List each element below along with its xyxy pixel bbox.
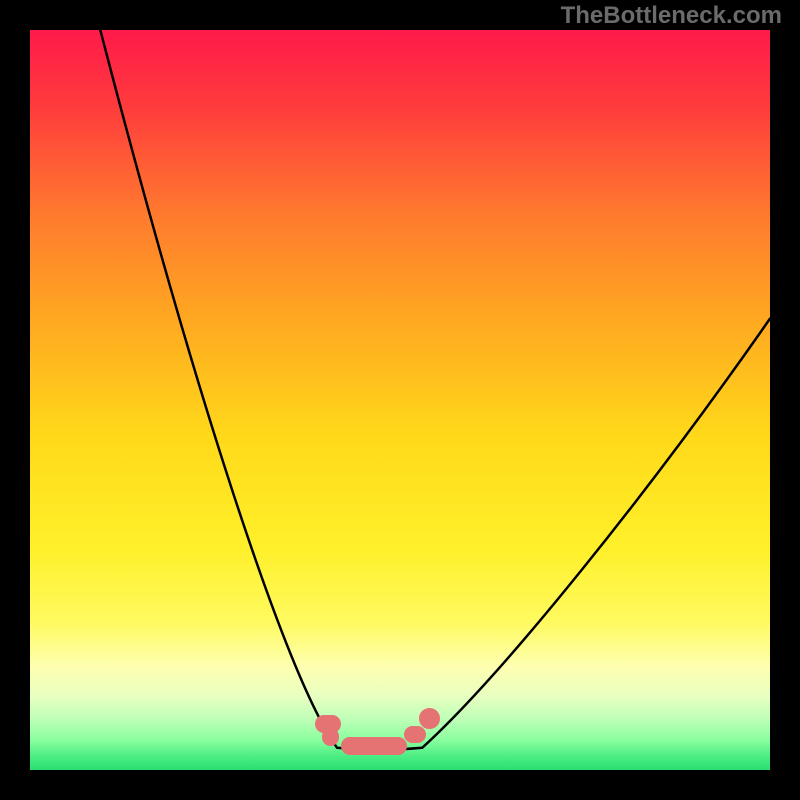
trough-marker-3 [404, 726, 426, 744]
trough-marker-1 [322, 728, 339, 746]
trough-marker-4 [419, 708, 440, 729]
curve-path [100, 30, 770, 750]
chart-frame: TheBottleneck.com [0, 0, 800, 800]
plot-area [30, 30, 770, 770]
bottleneck-curve [30, 30, 770, 770]
trough-marker-2 [341, 737, 408, 755]
attribution-watermark: TheBottleneck.com [561, 2, 782, 30]
